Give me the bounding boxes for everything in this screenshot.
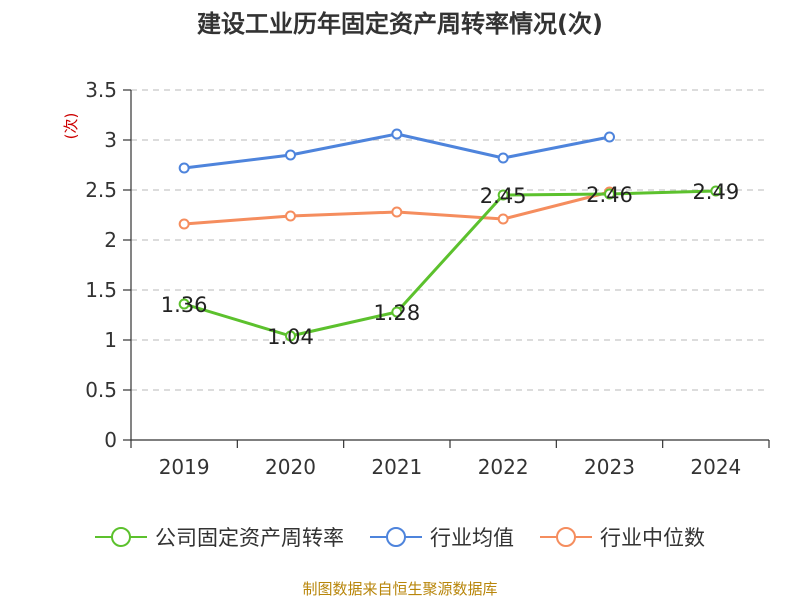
point-industry-mean-2023 bbox=[604, 131, 615, 143]
legend-label-industry-mean: 行业均值 bbox=[430, 526, 514, 550]
point-company-2019 bbox=[178, 298, 190, 310]
data-label-2019: 1.36 bbox=[161, 293, 208, 317]
data-label-2023: 2.46 bbox=[586, 183, 633, 207]
x-tick-label-2023: 2023 bbox=[584, 455, 635, 479]
point-company-2023 bbox=[604, 188, 615, 200]
y-tick-label-2: 1 bbox=[104, 328, 117, 352]
data-label-2021: 1.28 bbox=[373, 301, 420, 325]
point-industry-median-2020 bbox=[285, 210, 296, 222]
x-tick-label-2022: 2022 bbox=[478, 455, 529, 479]
point-industry-median-2021 bbox=[391, 206, 403, 218]
legend-item-company[interactable]: 公司固定资产周转率 bbox=[95, 522, 344, 552]
y-tick-label-3: 1.5 bbox=[85, 278, 117, 302]
point-industry-mean-2020 bbox=[285, 149, 296, 161]
point-company-2024 bbox=[710, 185, 722, 197]
y-axis-label: (次) bbox=[62, 113, 80, 140]
y-tick-label-6: 3 bbox=[104, 128, 117, 152]
x-tick-label-2019: 2019 bbox=[159, 455, 210, 479]
legend-item-industry-mean[interactable]: 行业均值 bbox=[370, 522, 514, 552]
point-company-2021 bbox=[391, 306, 403, 318]
x-tick-label-2020: 2020 bbox=[265, 455, 316, 479]
point-industry-mean-2022 bbox=[497, 152, 509, 164]
legend-swatch-industry-mean bbox=[370, 527, 422, 547]
y-tick-label-4: 2 bbox=[104, 228, 117, 252]
x-tick-label-2024: 2024 bbox=[690, 455, 741, 479]
y-tick-label-7: 3.5 bbox=[85, 78, 117, 102]
source-footer: 制图数据来自恒生聚源数据库 bbox=[302, 580, 498, 598]
legend-label-industry-median: 行业中位数 bbox=[600, 526, 705, 550]
point-company-2022 bbox=[497, 189, 509, 201]
y-tick-label-0: 0 bbox=[104, 428, 117, 452]
data-label-2024: 2.49 bbox=[692, 180, 739, 204]
data-label-2022: 2.45 bbox=[480, 184, 527, 208]
legend-label-company: 公司固定资产周转率 bbox=[155, 526, 344, 550]
y-tick-label-1: 0.5 bbox=[85, 378, 117, 402]
legend-swatch-company bbox=[95, 527, 147, 547]
legend: 公司固定资产周转率 行业均值 行业中位数 bbox=[0, 520, 800, 554]
point-industry-mean-2021 bbox=[391, 128, 403, 140]
point-company-2020 bbox=[285, 330, 296, 342]
legend-swatch-industry-median bbox=[540, 527, 592, 547]
data-label-2020: 1.04 bbox=[267, 325, 314, 349]
legend-item-industry-median[interactable]: 行业中位数 bbox=[540, 522, 705, 552]
point-industry-mean-2019 bbox=[178, 162, 190, 174]
point-industry-median-2019 bbox=[178, 218, 190, 230]
point-industry-median-2022 bbox=[497, 213, 509, 225]
series-line-company bbox=[183, 189, 716, 338]
x-tick-label-2021: 2021 bbox=[371, 455, 422, 479]
y-tick-label-5: 2.5 bbox=[85, 178, 117, 202]
chart-title: 建设工业历年固定资产周转率情况(次) bbox=[197, 10, 603, 38]
